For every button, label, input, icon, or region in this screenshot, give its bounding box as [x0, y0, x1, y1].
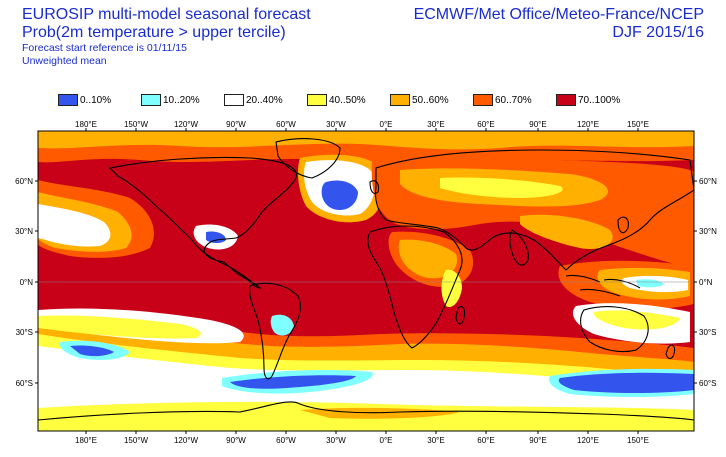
forecast-map: 180°E 150°W 120°W 90°W 60°W 30°W 0°E 30°…	[0, 120, 726, 452]
lon-label: 30°W	[326, 120, 346, 129]
lat-label: 60°S	[699, 379, 716, 388]
lat-label: 30°S	[699, 328, 716, 337]
legend-label: 0..10%	[80, 94, 112, 106]
legend-swatch	[390, 94, 410, 106]
lat-label: 60°N	[699, 177, 717, 186]
lat-label: 60°S	[16, 379, 33, 388]
legend: 0..10% 10..20% 20..40% 40..50% 50..60% 6…	[58, 93, 639, 107]
lon-label: 90°E	[529, 436, 546, 445]
legend-item: 60..70%	[473, 93, 556, 107]
legend-label: 70..100%	[578, 94, 621, 106]
lon-label: 60°E	[477, 120, 494, 129]
mean-type: Unweighted mean	[22, 55, 107, 67]
lon-label: 150°E	[627, 436, 649, 445]
lat-label: 30°S	[16, 328, 33, 337]
legend-swatch	[556, 94, 576, 106]
legend-item: 40..50%	[307, 93, 390, 107]
lat-label: 30°N	[699, 227, 717, 236]
title-line-1: EUROSIP multi-model seasonal forecast	[22, 6, 311, 23]
lon-label: 150°E	[627, 120, 649, 129]
legend-label: 60..70%	[495, 94, 532, 106]
lon-label: 30°W	[326, 436, 346, 445]
lon-label: 150°W	[124, 120, 149, 129]
lon-label: 180°E	[75, 436, 97, 445]
season-label: DJF 2015/16	[612, 24, 704, 41]
lon-label: 0°E	[380, 120, 393, 129]
centres-label: ECMWF/Met Office/Meteo-France/NCEP	[413, 6, 704, 23]
legend-item: 0..10%	[58, 93, 141, 107]
legend-label: 40..50%	[329, 94, 366, 106]
latitude-ticks	[35, 180, 697, 384]
longitude-labels-bottom: 180°E 150°W 120°W 90°W 60°W 30°W 0°E 30°…	[75, 436, 649, 445]
title-line-2: Prob(2m temperature > upper tercile)	[22, 24, 286, 41]
lon-label: 90°W	[226, 436, 246, 445]
longitude-ticks	[85, 128, 639, 434]
legend-label: 50..60%	[412, 94, 449, 106]
longitude-labels-top: 180°E 150°W 120°W 90°W 60°W 30°W 0°E 30°…	[75, 120, 649, 129]
lon-label: 120°E	[577, 120, 599, 129]
latitude-labels-right: 60°N 30°N 0°N 30°S 60°S	[699, 177, 717, 388]
legend-swatch	[307, 94, 327, 106]
lon-label: 30°E	[427, 436, 444, 445]
title-block: EUROSIP multi-model seasonal forecast Pr…	[22, 6, 311, 68]
legend-swatch	[473, 94, 493, 106]
lat-label: 0°N	[20, 278, 34, 287]
legend-item: 10..20%	[141, 93, 224, 107]
lat-label: 60°N	[15, 177, 33, 186]
source-block: ECMWF/Met Office/Meteo-France/NCEP DJF 2…	[414, 6, 704, 42]
forecast-map-svg: 180°E 150°W 120°W 90°W 60°W 30°W 0°E 30°…	[15, 120, 717, 445]
lat-label: 30°N	[15, 227, 33, 236]
legend-item: 50..60%	[390, 93, 473, 107]
legend-item: 70..100%	[556, 93, 639, 107]
lat-label: 0°N	[699, 278, 713, 287]
coastlines	[38, 138, 694, 421]
legend-label: 20..40%	[246, 94, 283, 106]
lon-label: 180°E	[75, 120, 97, 129]
lon-label: 120°W	[174, 120, 199, 129]
lon-label: 60°W	[276, 120, 296, 129]
map-frame	[37, 130, 695, 432]
legend-item: 20..40%	[224, 93, 307, 107]
lon-label: 90°W	[226, 120, 246, 129]
probability-field	[38, 131, 694, 431]
legend-swatch	[141, 94, 161, 106]
lon-label: 0°E	[380, 436, 393, 445]
lon-label: 60°E	[477, 436, 494, 445]
lon-label: 30°E	[427, 120, 444, 129]
legend-swatch	[224, 94, 244, 106]
lon-label: 120°E	[577, 436, 599, 445]
legend-swatch	[58, 94, 78, 106]
latitude-labels-left: 60°N 30°N 0°N 30°S 60°S	[15, 177, 33, 388]
lon-label: 150°W	[124, 436, 149, 445]
legend-label: 10..20%	[163, 94, 200, 106]
forecast-reference: Forecast start reference is 01/11/15	[22, 42, 187, 54]
lon-label: 120°W	[174, 436, 199, 445]
lon-label: 60°W	[276, 436, 296, 445]
lon-label: 90°E	[529, 120, 546, 129]
